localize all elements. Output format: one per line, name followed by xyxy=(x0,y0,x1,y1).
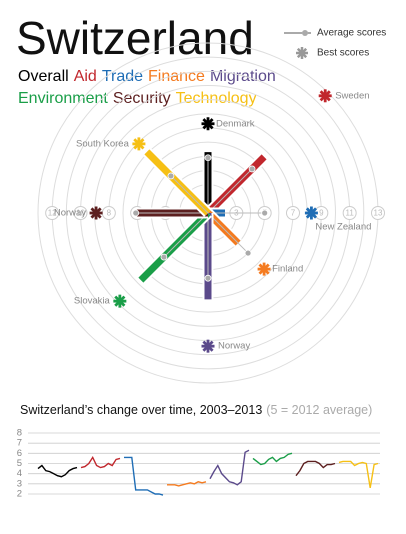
component-name: Overall xyxy=(18,68,69,85)
best-score xyxy=(318,89,332,103)
y-tick-label: 2 xyxy=(17,489,22,500)
ring-label-badge xyxy=(45,206,60,220)
ring-label-badge xyxy=(73,206,88,220)
best-country: New Zealand xyxy=(315,222,371,233)
average-dot xyxy=(244,249,252,257)
best-country: Sweden xyxy=(335,90,369,101)
title: Switzerland xyxy=(16,12,254,64)
legend-dot xyxy=(302,30,308,36)
best-score xyxy=(304,206,318,220)
best-country: Norway xyxy=(54,208,86,219)
asterisk-stroke xyxy=(305,207,318,219)
series-line xyxy=(338,460,379,489)
line-chart-title: Switzerland’s change over time, 2003–201… xyxy=(20,403,262,417)
average-line xyxy=(163,212,209,258)
series-line xyxy=(124,456,164,496)
ring-label: 13 xyxy=(374,209,383,218)
best-score xyxy=(257,262,271,276)
y-tick-label: 6 xyxy=(17,448,22,459)
best-score xyxy=(132,137,146,151)
component-name: Environment xyxy=(18,90,108,107)
series-line xyxy=(209,449,250,486)
y-tick-label: 7 xyxy=(17,438,22,449)
ring-label-badge xyxy=(342,206,357,220)
average-dot xyxy=(204,274,212,282)
best-country: Denmark xyxy=(216,118,255,129)
y-tick-label: 8 xyxy=(17,428,22,439)
ring-label-badge xyxy=(286,206,300,220)
asterisk-stroke xyxy=(202,340,214,352)
average-line xyxy=(170,175,209,214)
average-line xyxy=(207,168,253,214)
y-tick-label: 5 xyxy=(17,458,22,469)
series-line xyxy=(252,452,293,466)
average-dot xyxy=(160,253,168,261)
asterisk-stroke xyxy=(202,118,214,130)
asterisk-stroke xyxy=(319,90,331,102)
best-country: Slovakia xyxy=(74,296,111,307)
ring-label: 9 xyxy=(319,209,324,218)
ring-label: 11 xyxy=(346,209,355,218)
ring-label: 8 xyxy=(107,209,112,218)
asterisk-stroke xyxy=(90,207,102,219)
average-dot xyxy=(132,209,140,217)
average-dot xyxy=(248,165,256,173)
best-score xyxy=(201,117,215,131)
y-tick-label: 4 xyxy=(17,468,22,479)
best-score xyxy=(89,206,103,220)
best-country: South Korea xyxy=(76,138,130,149)
average-line xyxy=(207,212,249,254)
series-line xyxy=(295,460,336,477)
best-score xyxy=(113,294,127,308)
average-dot xyxy=(204,154,212,162)
best-score xyxy=(201,339,215,353)
ring-label: 10 xyxy=(76,209,85,218)
component-name: Technology xyxy=(175,90,257,107)
series-line xyxy=(37,464,78,478)
average-dot xyxy=(167,172,175,180)
legend-label: Average scores xyxy=(317,28,386,39)
line-chart-title: Switzerland’s change over time, 2003–201… xyxy=(20,403,372,417)
best-country: Finland xyxy=(272,264,303,275)
ring-label-badge xyxy=(371,206,385,220)
best-country: Norway xyxy=(218,341,250,352)
component-name: Security xyxy=(112,90,171,107)
y-tick-label: 3 xyxy=(17,478,22,489)
legend-label: Best scores xyxy=(317,48,369,59)
series-line xyxy=(80,455,121,469)
asterisk-stroke xyxy=(114,295,126,307)
average-dot xyxy=(261,209,269,217)
asterisk-stroke xyxy=(258,263,270,275)
line-chart-subtitle: (5 = 2012 average) xyxy=(266,403,372,417)
asterisk-stroke xyxy=(133,138,145,150)
ring-label: 12 xyxy=(48,209,57,218)
series-line xyxy=(167,481,207,487)
ring-label: 7 xyxy=(291,209,296,218)
legend-asterisk xyxy=(296,47,308,59)
component-name: Aid xyxy=(73,68,97,85)
